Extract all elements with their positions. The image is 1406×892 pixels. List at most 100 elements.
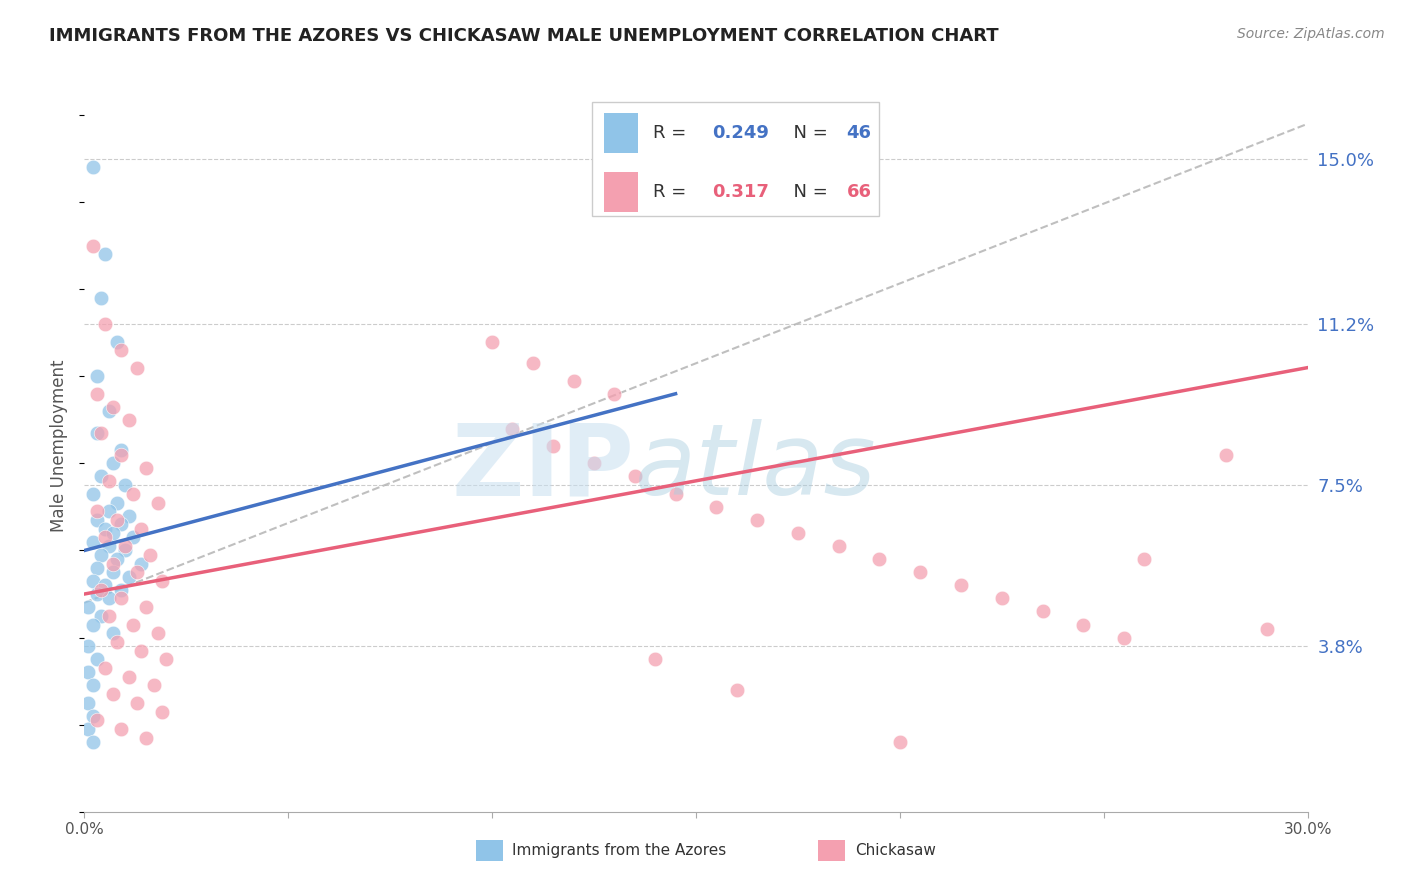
Point xyxy=(110,443,132,458)
Point xyxy=(138,548,160,562)
Point xyxy=(118,413,141,427)
Point xyxy=(131,522,153,536)
Text: Source: ZipAtlas.com: Source: ZipAtlas.com xyxy=(1237,27,1385,41)
Point xyxy=(101,626,124,640)
Point xyxy=(114,478,136,492)
Point xyxy=(110,591,132,606)
Point xyxy=(889,735,911,749)
FancyBboxPatch shape xyxy=(818,840,845,861)
Point xyxy=(131,643,153,657)
Point xyxy=(114,539,136,553)
Point xyxy=(101,566,124,580)
Text: 66: 66 xyxy=(846,183,872,201)
Point xyxy=(110,448,132,462)
Point xyxy=(97,474,120,488)
Point xyxy=(82,735,104,749)
Point xyxy=(502,421,524,435)
Point xyxy=(90,469,112,483)
Point xyxy=(90,425,112,440)
Text: 46: 46 xyxy=(846,124,872,143)
Point xyxy=(110,517,132,532)
Point xyxy=(522,356,544,370)
Point xyxy=(77,640,100,654)
Point xyxy=(90,608,112,623)
Point xyxy=(118,569,141,583)
Point xyxy=(90,291,112,305)
Point xyxy=(82,574,104,588)
Point xyxy=(543,439,565,453)
Point xyxy=(1133,552,1156,566)
Point xyxy=(114,543,136,558)
Point xyxy=(787,526,810,541)
Point xyxy=(105,513,128,527)
Point xyxy=(97,404,120,418)
FancyBboxPatch shape xyxy=(592,103,880,216)
Point xyxy=(146,495,169,509)
Point xyxy=(665,487,688,501)
Point xyxy=(155,652,177,666)
Point xyxy=(603,386,626,401)
Point xyxy=(725,682,748,697)
Text: N =: N = xyxy=(782,124,834,143)
Point xyxy=(118,508,141,523)
Point xyxy=(1215,448,1237,462)
Point xyxy=(82,709,104,723)
Point xyxy=(82,617,104,632)
Point xyxy=(101,400,124,414)
Point xyxy=(86,425,108,440)
Point xyxy=(135,600,157,615)
Point xyxy=(481,334,503,349)
Point xyxy=(93,530,115,544)
Point xyxy=(77,665,100,680)
Point xyxy=(93,247,115,261)
Text: Immigrants from the Azores: Immigrants from the Azores xyxy=(513,843,727,858)
Point xyxy=(127,696,149,710)
Point xyxy=(82,678,104,692)
Point xyxy=(101,526,124,541)
Point xyxy=(101,557,124,571)
Point xyxy=(127,360,149,375)
Point xyxy=(624,469,647,483)
Point xyxy=(135,731,157,745)
Text: 0.317: 0.317 xyxy=(711,183,769,201)
Point xyxy=(644,652,666,666)
Point xyxy=(101,457,124,471)
Point xyxy=(82,487,104,501)
Point xyxy=(910,566,932,580)
Point xyxy=(77,600,100,615)
Text: N =: N = xyxy=(782,183,834,201)
Point xyxy=(991,591,1014,606)
Point xyxy=(706,500,728,514)
Point xyxy=(86,714,108,728)
Point xyxy=(583,457,606,471)
Text: 0.249: 0.249 xyxy=(711,124,769,143)
Point xyxy=(105,495,128,509)
Text: IMMIGRANTS FROM THE AZORES VS CHICKASAW MALE UNEMPLOYMENT CORRELATION CHART: IMMIGRANTS FROM THE AZORES VS CHICKASAW … xyxy=(49,27,998,45)
Point xyxy=(142,678,165,692)
Point xyxy=(93,317,115,331)
Point xyxy=(86,587,108,601)
Point xyxy=(131,557,153,571)
Point xyxy=(86,369,108,384)
Point xyxy=(1114,631,1136,645)
Point xyxy=(105,635,128,649)
Point xyxy=(1073,617,1095,632)
Point xyxy=(86,561,108,575)
Text: R =: R = xyxy=(654,124,697,143)
Point xyxy=(77,696,100,710)
Point xyxy=(86,386,108,401)
Point xyxy=(110,343,132,358)
Point xyxy=(82,161,104,175)
Point xyxy=(97,504,120,518)
Point xyxy=(1032,604,1054,618)
Point xyxy=(101,687,124,701)
Point xyxy=(135,460,157,475)
Text: ZIP: ZIP xyxy=(451,419,636,516)
Point xyxy=(122,487,145,501)
Point xyxy=(105,334,128,349)
Point xyxy=(1256,622,1278,636)
Point xyxy=(562,374,585,388)
Point xyxy=(97,539,120,553)
Point xyxy=(90,548,112,562)
Point xyxy=(828,539,851,553)
